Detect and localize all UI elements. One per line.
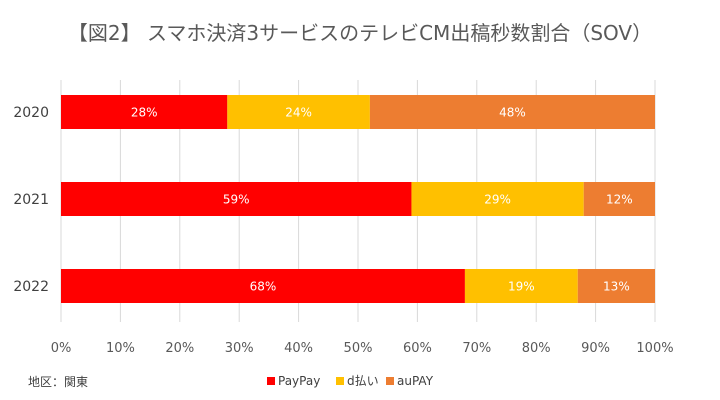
- bar-segment: [577, 269, 655, 303]
- legend-label: PayPay: [278, 374, 320, 388]
- bar-segment: [411, 182, 584, 216]
- chart-title: 【図2】 スマホ決済3サービスのテレビCM出稿秒数割合（SOV）: [68, 21, 652, 45]
- bar-value-label: 68%: [250, 280, 277, 294]
- x-tick-label: 90%: [581, 341, 610, 356]
- bar-value-label: 29%: [484, 193, 511, 207]
- category-label: 2022: [13, 279, 49, 295]
- legend-label: d払い: [347, 374, 379, 388]
- bar-value-label: 28%: [131, 106, 158, 120]
- x-tick-label: 30%: [225, 341, 254, 356]
- bar-segment: [227, 95, 370, 129]
- legend: PayPay d払い auPAY: [267, 374, 434, 388]
- bar-value-label: 19%: [508, 280, 535, 294]
- legend-swatch: [267, 377, 275, 385]
- bar-segment: [61, 269, 465, 303]
- x-tick-label: 50%: [344, 341, 373, 356]
- x-tick-label: 80%: [522, 341, 551, 356]
- x-tick-label: 10%: [106, 341, 135, 356]
- category-label: 2021: [13, 192, 49, 208]
- x-tick-label: 70%: [462, 341, 491, 356]
- bar-value-label: 12%: [606, 193, 633, 207]
- x-tick-label: 60%: [403, 341, 432, 356]
- x-tick-label: 0%: [51, 341, 72, 356]
- category-label: 2020: [13, 105, 49, 121]
- bar-value-label: 48%: [499, 106, 526, 120]
- bar-value-label: 13%: [603, 280, 630, 294]
- bar-segment: [369, 95, 655, 129]
- bars: 28% 24% 48% 59% 29% 12% 68% 19% 13%: [61, 95, 655, 303]
- bar-segment: [583, 182, 655, 216]
- legend-swatch: [336, 377, 344, 385]
- bar-value-label: 59%: [223, 193, 250, 207]
- region-note: 地区：関東: [28, 375, 88, 389]
- legend-label: auPAY: [397, 374, 434, 388]
- legend-swatch: [386, 377, 394, 385]
- category-labels: 2020 2021 2022: [13, 105, 49, 295]
- bar-segment: [61, 95, 228, 129]
- bar-value-label: 24%: [285, 106, 312, 120]
- x-tick-label: 100%: [636, 341, 673, 356]
- x-tick-label: 40%: [284, 341, 313, 356]
- x-axis-ticks: 0% 10% 20% 30% 40% 50% 60% 70% 80% 90% 100%: [51, 341, 674, 356]
- x-tick-label: 20%: [165, 341, 194, 356]
- bar-segment: [464, 269, 578, 303]
- bar-segment: [61, 182, 412, 216]
